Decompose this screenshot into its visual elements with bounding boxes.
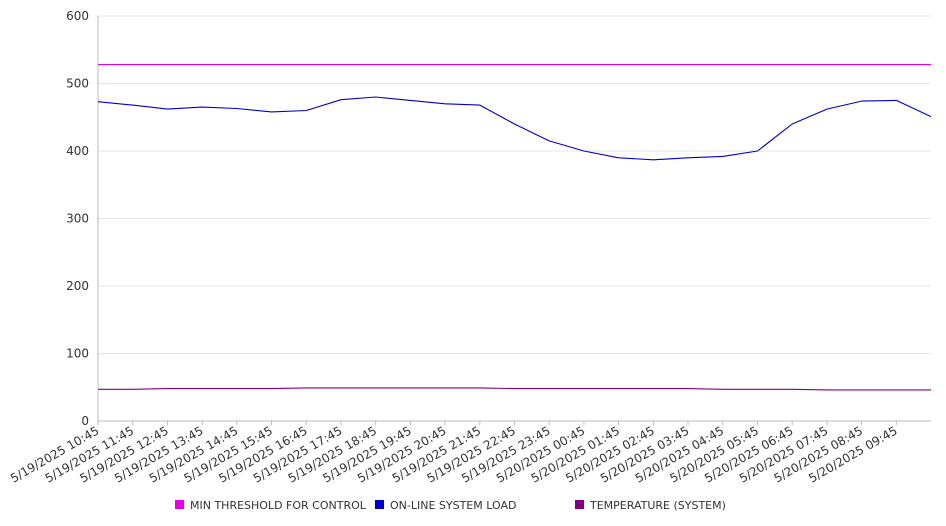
gridlines — [98, 15, 931, 354]
y-tick-label-100: 100 — [66, 347, 89, 361]
legend-swatch-2 — [375, 500, 384, 509]
y-tick-label-200: 200 — [66, 279, 89, 293]
y-tick-label-600: 600 — [66, 9, 89, 23]
y-tick-label-400: 400 — [66, 144, 89, 158]
legend-label-1: MIN THRESHOLD FOR CONTROL — [190, 499, 367, 512]
legend-swatch-3 — [575, 500, 584, 509]
legend-label-3: TEMPERATURE (SYSTEM) — [589, 499, 726, 512]
y-tick-label-0: 0 — [81, 414, 89, 428]
x-axis-tick-labels: 5/19/2025 10:455/19/2025 11:455/19/2025 … — [8, 423, 900, 485]
axes — [97, 16, 931, 425]
legend-label-2: ON-LINE SYSTEM LOAD — [390, 499, 516, 512]
legend: MIN THRESHOLD FOR CONTROL ON-LINE SYSTEM … — [175, 499, 726, 512]
series-line-3 — [98, 387, 931, 391]
legend-swatch-1 — [175, 500, 184, 509]
y-axis-tick-labels: 0 100 200 300 400 500 600 — [66, 9, 89, 428]
series-line-2 — [97, 96, 932, 161]
y-tick-label-500: 500 — [66, 77, 89, 91]
series-lines — [97, 64, 932, 391]
y-tick-label-300: 300 — [66, 212, 89, 226]
